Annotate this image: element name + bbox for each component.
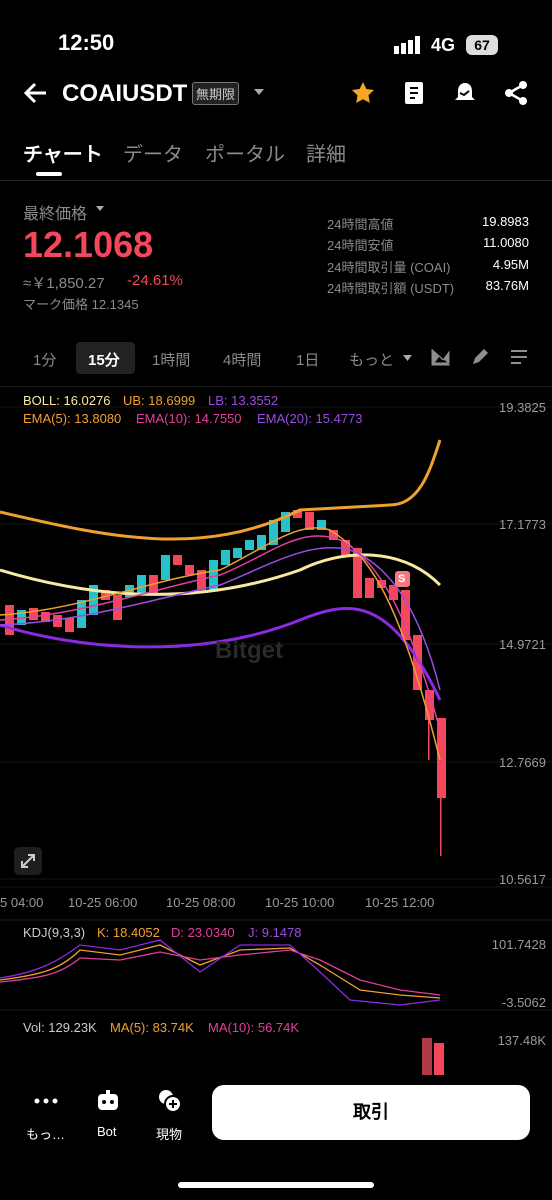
tab-indicator <box>36 172 62 176</box>
boll-lb: LB: 13.3552 <box>208 393 279 408</box>
stat-label: 24時間取引額 (USDT) <box>327 281 455 296</box>
kdj-d: D: 23.0340 <box>171 925 235 940</box>
share-icon[interactable] <box>503 80 529 106</box>
divider <box>0 180 552 181</box>
kdj-k: K: 18.4052 <box>97 925 160 940</box>
stat-label: 24時間高値 <box>327 217 394 232</box>
contract-badge: 無期限 <box>192 82 240 105</box>
kdj-lines <box>0 939 441 1006</box>
chart-type-icon[interactable] <box>431 348 451 366</box>
fullscreen-button[interactable] <box>14 847 42 875</box>
stat-value: 4.95M <box>492 257 529 272</box>
divider <box>0 919 552 1011</box>
time-axis-label: 10-25 10:00 <box>265 895 335 910</box>
volume-bar <box>434 1043 444 1075</box>
trade-button[interactable]: 取引 <box>212 1085 530 1140</box>
interval-selected-bg <box>76 342 135 374</box>
stat-label: 24時間安値 <box>327 238 394 253</box>
dropdown-icon[interactable] <box>253 88 265 96</box>
signal-marker <box>395 571 410 587</box>
interval[interactable]: 1分 <box>33 352 57 369</box>
home-indicator <box>178 1182 374 1188</box>
nav-label[interactable]: 現物 <box>156 1127 183 1142</box>
settings-icon[interactable] <box>509 348 529 366</box>
last-price: 12.1068 <box>23 224 154 265</box>
tab[interactable]: チャート <box>23 144 103 166</box>
ema-label: EMA(10): 14.7550 <box>136 411 242 426</box>
tab[interactable]: 詳細 <box>306 144 346 166</box>
symbol[interactable]: COAIUSDT <box>62 80 188 107</box>
signal-label: S <box>398 573 406 585</box>
price-axis-label: 10.5617 <box>499 872 546 887</box>
kdj-axis-label: -3.5062 <box>501 995 546 1010</box>
price-axis-label: 14.9721 <box>499 637 546 652</box>
kdj-j: J: 9.1478 <box>248 925 302 940</box>
favorite-icon[interactable] <box>350 80 376 106</box>
watermark: Bitget <box>215 637 283 664</box>
nav-label[interactable]: もっ… <box>26 1127 66 1142</box>
alert-icon[interactable] <box>452 80 478 106</box>
converted-price: ≈￥1,850.27 <box>23 275 105 292</box>
time-axis-label: 10-25 06:00 <box>68 895 138 910</box>
boll-ub: UB: 18.6999 <box>123 393 196 408</box>
battery: 67 <box>466 35 498 55</box>
ema-label: EMA(5): 13.8080 <box>23 411 122 426</box>
stat-value: 19.8983 <box>482 214 529 229</box>
stat-value: 11.0080 <box>482 235 529 250</box>
nav-label[interactable]: Bot <box>97 1124 117 1139</box>
kdj-label: KDJ(9,3,3) <box>23 925 86 940</box>
divider <box>0 386 552 387</box>
kline-chart <box>0 406 552 1075</box>
vol-ma5: MA(5): 83.74K <box>110 1020 194 1035</box>
interval[interactable]: 1日 <box>296 352 320 369</box>
notes-icon[interactable] <box>402 80 426 106</box>
stat-value: 83.76M <box>485 278 529 293</box>
ema-label: EMA(20): 15.4773 <box>257 411 363 426</box>
more-icon[interactable] <box>34 1094 58 1108</box>
back-button[interactable] <box>22 80 50 106</box>
vol-label: Vol: 129.23K <box>23 1020 97 1035</box>
tab[interactable]: ポータル <box>205 144 285 166</box>
interval[interactable]: 15分 <box>88 352 120 369</box>
clock: 12:50 <box>58 30 115 55</box>
price-axis-label: 12.7669 <box>499 755 546 770</box>
kdj-axis-label: 101.7428 <box>491 937 546 952</box>
dropdown-icon <box>403 355 412 361</box>
bot-icon[interactable] <box>96 1090 120 1112</box>
volume-bar <box>422 1038 432 1075</box>
price-change: -24.61% <box>127 272 183 289</box>
interval[interactable]: もっと <box>349 352 395 369</box>
price-axis-label: 17.1773 <box>499 517 546 532</box>
time-axis-label: 5 04:00 <box>0 895 44 910</box>
dropdown-icon <box>96 206 104 211</box>
tab[interactable]: データ <box>123 144 183 166</box>
stat-label: 24時間取引量 (COAI) <box>327 260 451 275</box>
candles-up <box>17 512 326 628</box>
boll-label: BOLL: 16.0276 <box>23 393 111 408</box>
network: 4G <box>431 35 456 55</box>
interval[interactable]: 1時間 <box>152 352 191 369</box>
time-axis-label: 10-25 08:00 <box>166 895 236 910</box>
indicator-lines <box>0 439 442 761</box>
signal-icon <box>394 36 420 54</box>
spot-icon[interactable] <box>157 1088 183 1114</box>
price-axis-label: 19.3825 <box>499 400 546 415</box>
draw-icon[interactable] <box>470 347 490 367</box>
interval[interactable]: 4時間 <box>223 352 262 369</box>
vol-ma10: MA(10): 56.74K <box>208 1020 300 1035</box>
time-axis-label: 10-25 12:00 <box>365 895 435 910</box>
mark-price: マーク価格 12.1345 <box>23 297 139 312</box>
price-label: 最終価格 <box>23 206 88 223</box>
vol-axis-label: 137.48K <box>497 1033 546 1048</box>
